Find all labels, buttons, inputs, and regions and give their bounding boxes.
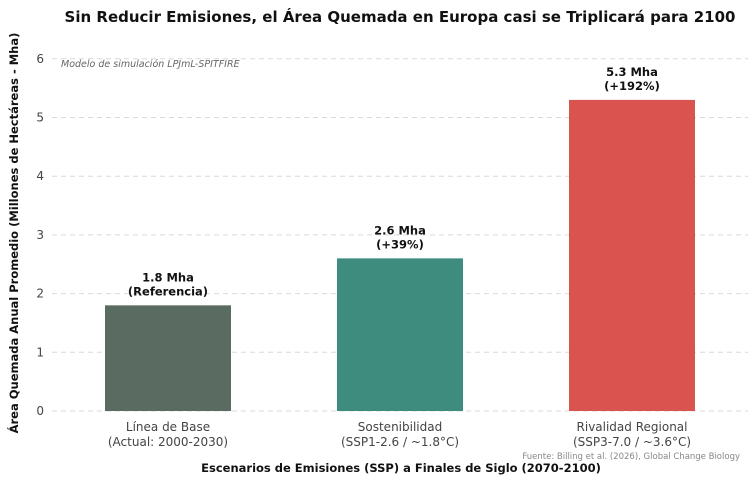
data-label-change: (Referencia) [128,284,208,298]
data-label-value: 2.6 Mha [374,223,426,237]
y-tick-label: 1 [36,345,44,359]
data-label-value: 5.3 Mha [606,65,658,79]
y-tick-label: 6 [36,52,44,66]
data-label-change: (+192%) [604,79,660,93]
chart-title: Sin Reducir Emisiones, el Área Quemada e… [65,7,736,26]
x-tick-label: Rivalidad Regional [577,420,688,434]
x-axis-ticks: Línea de Base(Actual: 2000-2030) Sostenib… [108,420,691,449]
y-tick-label: 4 [36,169,44,183]
source-note: Fuente: Billing et al. (2026), Global Ch… [522,452,740,462]
model-annotation: Modelo de simulación LPJmL-SPITFIRE [61,59,240,70]
y-tick-label: 5 [36,111,44,125]
y-tick-label: 3 [36,228,44,242]
bar [105,305,231,411]
bar [337,258,463,411]
y-axis-ticks: 0 1 2 3 4 5 6 [36,52,44,418]
y-tick-label: 2 [36,287,44,301]
bars [105,99,695,411]
data-label-value: 1.8 Mha [142,270,194,284]
y-axis-label: Área Quemada Anual Promedio (Millones de… [6,33,21,434]
y-tick-label: 0 [36,404,44,418]
x-axis-label: Escenarios de Emisiones (SSP) a Finales … [201,461,601,475]
x-tick-label: Línea de Base [126,420,210,434]
x-tick-sublabel: (Actual: 2000-2030) [108,435,228,449]
x-tick-sublabel: (SSP1-2.6 / ~1.8°C) [341,435,459,449]
bar [569,99,695,411]
data-labels: 1.8 Mha(Referencia) 2.6 Mha(+39%) 5.3 Mha(… [128,65,660,298]
x-tick-label: Sostenibilidad [358,420,442,434]
x-tick-sublabel: (SSP3-7.0 / ~3.6°C) [573,435,691,449]
data-label-change: (+39%) [376,237,424,251]
